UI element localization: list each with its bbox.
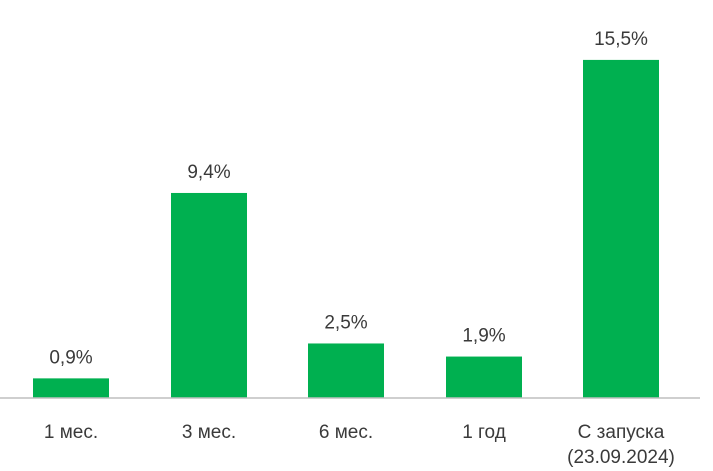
category-label-4: С запуска	[578, 422, 665, 443]
data-label-0: 0,9%	[49, 347, 92, 368]
bar-4	[583, 59, 659, 398]
category-label-0: 1 мес.	[44, 422, 98, 443]
category-label-1: 3 мес.	[182, 422, 236, 443]
data-label-3: 1,9%	[462, 326, 505, 347]
bars-group	[33, 59, 659, 398]
data-label-4: 15,5%	[594, 29, 648, 50]
bar-2	[308, 343, 384, 398]
data-label-1: 9,4%	[187, 162, 230, 183]
value-labels-group: 0,9% 9,4% 2,5% 1,9% 15,5%	[49, 29, 648, 368]
bar-3	[446, 356, 522, 398]
bar-1	[171, 192, 247, 398]
category-labels-group: 1 мес. 3 мес. 6 мес. 1 год С запуска (23.09.2…	[44, 422, 675, 468]
data-label-2: 2,5%	[324, 312, 367, 333]
category-label-4-line-1: (23.09.2024)	[567, 447, 675, 468]
bar-0	[33, 378, 109, 398]
category-label-3: 1 год	[462, 422, 506, 443]
category-label-2: 6 мес.	[319, 422, 373, 443]
